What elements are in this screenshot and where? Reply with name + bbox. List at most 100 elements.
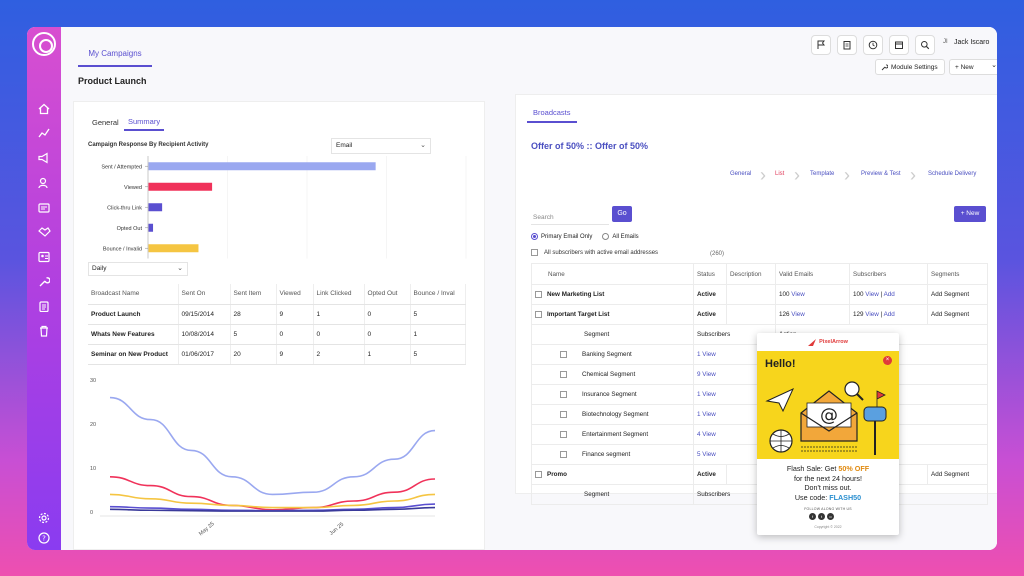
handshake-icon[interactable] [35,225,53,239]
tab-summary[interactable]: Summary [124,115,165,131]
col-segments[interactable]: Segments [927,263,988,285]
step-template[interactable]: Template [810,171,835,177]
table-cell: 0 [276,324,314,345]
add-segment-link[interactable]: Add Segment [927,304,988,325]
period-select[interactable]: Daily ⌄ [88,262,188,276]
new-broadcast-button[interactable]: + New [954,206,986,222]
new-button[interactable]: + New ⌄ [949,59,997,75]
list-row[interactable]: New Marketing List Active 100 View 100 V… [531,284,988,305]
col-segment: Segment [584,331,610,338]
checkbox[interactable] [535,310,542,318]
table-row[interactable]: Whats New Features 10/08/2014 5 0 0 0 1 [88,324,466,345]
list-name[interactable]: Important Target List [547,311,610,319]
step-preview-test[interactable]: Preview & Test [861,171,901,177]
channel-select[interactable]: Email ⌄ [331,138,431,154]
flag-icon[interactable] [811,35,831,55]
view-link[interactable]: View [702,371,716,378]
trash-icon[interactable] [35,324,53,338]
list-row[interactable]: Important Target List Active 126 View 12… [531,304,988,325]
checkbox[interactable] [560,370,567,378]
col-opted-out[interactable]: Opted Out [364,284,411,305]
message-icon[interactable] [35,201,53,215]
broadcast-name[interactable]: Product Launch [88,304,179,325]
col-status[interactable]: Status [693,263,727,285]
table-row[interactable]: Seminar on New Product 01/06/2017 20 9 2… [88,344,466,365]
contact-card-icon[interactable] [35,250,53,264]
checkbox[interactable] [560,350,567,358]
checkbox[interactable] [560,410,567,418]
radio-all-label: All Emails [612,234,639,241]
analytics-icon[interactable] [35,126,53,140]
view-link[interactable]: View [791,291,805,298]
view-link[interactable]: View [702,411,716,418]
view-link[interactable]: View [702,451,716,458]
checkbox[interactable] [535,470,542,478]
view-link[interactable]: View [865,311,879,318]
flash-sale-popup[interactable]: PixelArrow Hello! @ × Flash Sale: Get 50… [757,333,899,535]
settings-gear-icon[interactable] [35,511,53,525]
step-general[interactable]: General [730,171,752,177]
checkbox[interactable] [560,390,567,398]
broadcast-name[interactable]: Whats New Features [88,324,179,345]
user-search-icon[interactable] [35,176,53,190]
col-valid-emails[interactable]: Valid Emails [775,263,850,285]
wrench-icon[interactable] [35,275,53,289]
checkbox[interactable] [531,249,538,256]
user-name[interactable]: Jack Iscaro [954,39,990,46]
view-link[interactable]: View [865,291,879,298]
col-description[interactable]: Description [726,263,776,285]
col-sent-item[interactable]: Sent Item [230,284,277,305]
col-link-clicked[interactable]: Link Clicked [313,284,365,305]
checkbox[interactable] [535,290,542,298]
go-button[interactable]: Go [612,206,632,222]
close-icon[interactable]: × [883,356,892,365]
col-bounce[interactable]: Bounce / Inval [410,284,466,305]
col-viewed[interactable]: Viewed [276,284,314,305]
radio-all-emails[interactable]: All Emails [602,233,639,241]
add-segment-link[interactable]: Add Segment [927,464,988,485]
twitter-icon[interactable]: t [818,513,825,520]
all-subscribers-row[interactable]: All subscribers with active email addres… [531,249,658,256]
step-list[interactable]: List [775,171,785,177]
clipboard-icon[interactable] [35,299,53,313]
segment-name-cell: Insurance Segment [531,384,694,405]
search-icon[interactable] [915,35,935,55]
table-row[interactable]: Product Launch 09/15/2014 28 9 1 0 5 [88,304,466,325]
view-link[interactable]: View [702,391,716,398]
facebook-icon[interactable]: f [809,513,816,520]
clock-icon[interactable] [863,35,883,55]
col-subscribers[interactable]: Subscribers [849,263,928,285]
help-icon[interactable]: ? [35,531,53,545]
view-link[interactable]: View [791,311,805,318]
clipboard-task-icon[interactable] [837,35,857,55]
broadcast-name[interactable]: Seminar on New Product [88,344,179,365]
radio-primary-email[interactable]: Primary Email Only [531,233,592,240]
app-logo-icon[interactable] [32,32,56,56]
col-broadcast-name[interactable]: Broadcast Name [88,284,179,305]
view-link[interactable]: View [702,351,716,358]
module-settings-button[interactable]: Module Settings [875,59,945,75]
checkbox[interactable] [560,450,567,458]
step-schedule-delivery[interactable]: Schedule Delivery [928,171,977,177]
megaphone-icon[interactable] [35,151,53,165]
tab-broadcasts[interactable]: Broadcasts [527,106,577,123]
checkbox[interactable] [560,430,567,438]
new-button-label: + New [955,63,974,71]
tab-general[interactable]: General [92,118,119,127]
broadcasts-panel: Broadcasts Offer of 50% :: Offer of 50% … [515,94,997,505]
add-link[interactable]: Add [883,291,895,298]
home-icon[interactable] [35,102,53,116]
col-name[interactable]: Name [531,263,694,285]
col-sent-on[interactable]: Sent On [178,284,231,305]
search-input[interactable]: Search [531,211,609,225]
list-name[interactable]: Promo [547,471,567,479]
subscriber-count: 100 [853,291,864,298]
tab-my-campaigns[interactable]: My Campaigns [78,45,152,67]
add-segment-link[interactable]: Add Segment [927,284,988,305]
list-name[interactable]: New Marketing List [547,291,605,299]
view-link[interactable]: View [702,431,716,438]
calendar-icon[interactable] [889,35,909,55]
instagram-icon[interactable]: o [827,513,834,520]
add-link[interactable]: Add [883,311,895,318]
popup-discount: 50% OFF [838,464,870,473]
